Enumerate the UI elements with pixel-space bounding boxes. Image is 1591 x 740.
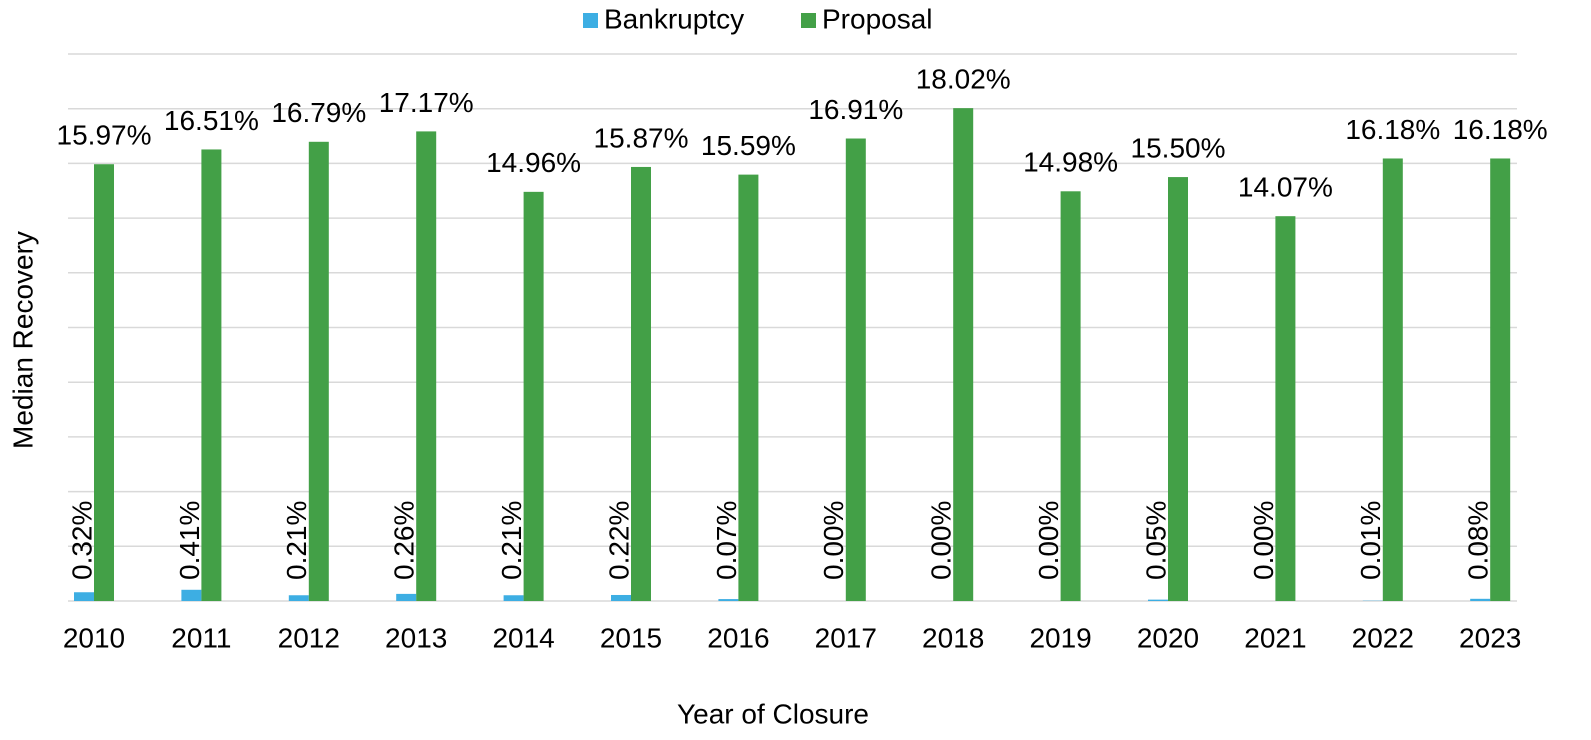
data-label: 14.96% (486, 147, 581, 178)
bar (1275, 216, 1296, 602)
x-tick-label: 2021 (1244, 622, 1306, 653)
x-tick-label: 2012 (278, 622, 340, 653)
bar (308, 141, 329, 601)
data-label: 16.79% (271, 97, 366, 128)
data-label: 0.21% (496, 501, 527, 580)
x-tick-label: 2018 (922, 622, 984, 653)
data-label: 0.08% (1463, 501, 1494, 580)
x-tick-label: 2013 (385, 622, 447, 653)
data-label: 0.00% (818, 501, 849, 580)
x-tick-label: 2014 (492, 622, 554, 653)
data-label: 0.01% (1355, 501, 1386, 580)
x-tick-label: 2023 (1459, 622, 1521, 653)
data-label: 0.00% (1033, 501, 1064, 580)
bar (1060, 191, 1081, 601)
data-label: 0.41% (174, 501, 205, 580)
bar (503, 595, 524, 601)
data-label: 0.00% (926, 501, 957, 580)
bar (288, 595, 309, 601)
bar (738, 174, 759, 601)
bar (201, 149, 222, 602)
data-label: 14.98% (1023, 147, 1118, 178)
legend-swatch (583, 13, 598, 28)
data-label: 15.97% (57, 120, 152, 151)
bar (523, 191, 544, 601)
y-axis-label: Median Recovery (7, 231, 38, 449)
data-label: 18.02% (916, 64, 1011, 95)
bar (74, 592, 94, 601)
bar (1470, 598, 1491, 601)
data-label: 0.32% (66, 501, 97, 580)
x-tick-label: 2019 (1029, 622, 1091, 653)
data-label: 16.18% (1345, 114, 1440, 145)
legend-swatch (801, 13, 816, 28)
x-tick-label: 2011 (171, 622, 231, 653)
x-tick-label: 2010 (63, 622, 125, 653)
bar (631, 166, 651, 601)
bar (1382, 158, 1403, 602)
bar (1168, 177, 1188, 601)
bar (611, 594, 631, 601)
data-label: 15.87% (594, 122, 689, 153)
x-tick-label: 2015 (600, 622, 662, 653)
data-label: 16.18% (1453, 114, 1548, 145)
data-label: 0.00% (1248, 501, 1279, 580)
data-label: 0.07% (711, 501, 742, 580)
data-label: 15.59% (701, 130, 796, 161)
data-label: 14.07% (1238, 172, 1333, 203)
bar (1148, 599, 1168, 601)
data-label: 16.91% (808, 94, 903, 125)
data-label: 0.21% (281, 501, 312, 580)
data-label: 0.26% (389, 501, 420, 580)
x-axis-label: Year of Closure (677, 698, 869, 729)
legend-label: Proposal (822, 3, 933, 34)
bar (845, 138, 866, 601)
bar (416, 131, 437, 601)
bar (396, 593, 417, 601)
bar (1490, 158, 1511, 602)
data-label: 17.17% (379, 87, 474, 118)
data-label: 0.05% (1140, 501, 1171, 580)
data-label: 0.22% (603, 501, 634, 580)
x-tick-label: 2020 (1137, 622, 1199, 653)
bar (953, 108, 974, 601)
x-tick-label: 2017 (815, 622, 877, 653)
bar (718, 599, 739, 601)
x-tick-label: 2016 (707, 622, 769, 653)
data-label: 16.51% (164, 105, 259, 136)
bar (94, 164, 114, 601)
x-tick-label: 2022 (1352, 622, 1414, 653)
data-label: 15.50% (1131, 132, 1226, 163)
legend-label: Bankruptcy (604, 3, 744, 34)
bar (181, 589, 202, 601)
